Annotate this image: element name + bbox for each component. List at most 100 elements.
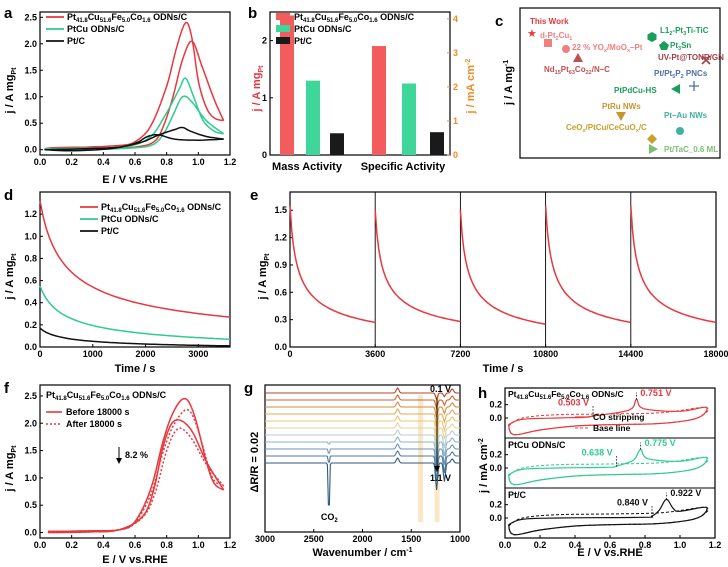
- c-marker: [647, 134, 657, 144]
- e-ylabel-script: Pt: [264, 253, 271, 261]
- d-legend-label-part: Pt: [101, 202, 110, 212]
- d-legend-label-part: Co: [164, 202, 176, 212]
- f-title-part: Cu: [67, 390, 79, 400]
- e-ytick-label: 0.3: [274, 315, 287, 325]
- h-onset-label: 0.503 V: [558, 398, 589, 408]
- f-title: Pt41.8Cu51.6Fe5.0Co1.6 ODNs/C: [46, 390, 167, 402]
- c-point-label-part: Cu: [559, 31, 570, 40]
- f-ytick-label: 2.5: [24, 391, 37, 401]
- b-legend-label-part: Fe: [338, 12, 349, 22]
- b-legend-label-part: 5.0: [349, 18, 358, 24]
- b-ylabel-right-main: j / mA cm: [465, 65, 477, 115]
- c-point-label-part: 2: [681, 74, 684, 80]
- f-annotation: 8.2 %: [125, 450, 148, 460]
- g-xlabel: Wavenumber / cm-1: [313, 547, 413, 559]
- c-point-label-part: Sn: [681, 41, 691, 50]
- c-point-label-part: /C: [639, 123, 647, 132]
- a-legend-label-part: 1.6: [142, 18, 151, 24]
- c-point-label-part: Pt–Au NWs: [664, 111, 708, 120]
- a-legend-label-part: 41.8: [76, 18, 88, 24]
- c-point-label-part: 3: [683, 31, 686, 37]
- h-title-part: 1.6: [581, 395, 590, 401]
- a-ytick-label: 2.5: [24, 12, 37, 22]
- c-point-label-part: 22: [586, 70, 592, 76]
- c-point-label: This Work: [530, 17, 569, 26]
- b-legend-swatch: [276, 13, 290, 20]
- g-ylabel: ΔR/R = 0.02: [249, 432, 261, 493]
- g-xlabel-sup: -1: [406, 547, 412, 554]
- f-ylabel-script: Pt: [11, 445, 18, 453]
- panel-label-c: c: [495, 13, 503, 30]
- g-arrow-head: [434, 466, 440, 472]
- a-xtick-label: 1.0: [192, 157, 205, 167]
- d-legend-label-part: ODNs/C: [185, 202, 222, 212]
- b-legend-label-part: 1.6: [369, 18, 378, 24]
- h-xtick-label: 0.0: [499, 540, 512, 550]
- g-spectrum-line: [265, 429, 460, 454]
- h-xtick-label: 0.2: [534, 540, 547, 550]
- d-ytick-label: 0.2: [24, 320, 37, 330]
- f-line-back: [47, 418, 225, 534]
- d-legend-label-part: 41.8: [110, 208, 122, 214]
- a-xtick-label: 0.2: [65, 157, 78, 167]
- a-xtick-label: 0.4: [97, 157, 110, 167]
- g-co2-label: CO2: [321, 512, 339, 524]
- d-ytick-label: 0.4: [24, 298, 37, 308]
- c-marker: [671, 84, 680, 94]
- f-xtick-label: 0.6: [129, 540, 142, 550]
- a-line-back-black: [44, 133, 224, 152]
- f-title-part: 1.6: [121, 396, 130, 402]
- g-xtick-label: 2000: [352, 534, 372, 544]
- b-ytick-label: 2: [262, 36, 267, 46]
- f-arrow-head: [116, 458, 122, 464]
- c-marker: [544, 39, 552, 47]
- panel-c-frame: [519, 7, 721, 159]
- d-legend-label: Pt41.8Cu51.6Fe5.0Co1.6 ODNs/C: [101, 202, 222, 214]
- h-ylabel-script: -2: [478, 438, 485, 444]
- c-point-label-part: L1: [660, 26, 670, 35]
- g-xtick-label: 1000: [450, 534, 470, 544]
- c-point-label-part: /N–C: [592, 65, 610, 74]
- e-xtick-label: 10800: [533, 349, 558, 359]
- b-ylabel-left: j / A mgPt: [251, 65, 265, 113]
- c-marker: [562, 45, 570, 53]
- a-ytick-label: 0.0: [24, 145, 37, 155]
- d-xtick-label: 0: [37, 349, 42, 359]
- f-ylabel: j / A mgPt: [4, 445, 18, 493]
- d-xlabel: Time / s: [115, 363, 156, 375]
- h-peak-label: 0.751 V: [640, 388, 671, 398]
- b-legend-label-part: 51.6: [327, 18, 339, 24]
- e-ytick-label: 0.6: [274, 287, 287, 297]
- g-spectrum-line: [265, 436, 460, 463]
- c-point-label: Nd15Pt63Co22/N–C: [544, 65, 610, 76]
- c-marker: [616, 112, 626, 121]
- b-ytick-label: 0: [262, 150, 267, 160]
- c-point-label-part: -Pt: [672, 26, 683, 35]
- a-line-red: [44, 21, 224, 150]
- f-ylabel-main: j / A mg: [4, 453, 16, 493]
- b-bar: [330, 133, 344, 155]
- e-ytick-label: 0.0: [274, 342, 287, 352]
- h-ytick-label: 0.0: [489, 413, 502, 423]
- c-point-label-part: /MoO: [607, 43, 627, 52]
- b-ytick-right-label: 1: [453, 116, 458, 126]
- d-legend-label-part: 51.6: [134, 208, 146, 214]
- h-title-part: 51.6: [540, 395, 552, 401]
- c-point-label-part: /PtCu/CeCuO: [586, 123, 636, 132]
- c-point-label-part: CeO: [566, 123, 582, 132]
- a-line-black: [44, 126, 224, 151]
- panel-d-frame: [39, 191, 231, 348]
- c-point-label-part: x: [636, 128, 640, 134]
- h-ytick-label: 0.2: [489, 500, 502, 510]
- e-segment-line: [630, 205, 717, 324]
- c-point-label: Pt3Sn: [670, 41, 691, 52]
- h-title-part: Pt: [508, 389, 517, 399]
- f-title-part: 5.0: [101, 396, 110, 402]
- a-legend-label-part: Pt: [67, 12, 76, 22]
- h-stripping-line: [507, 448, 708, 486]
- h-xlabel: E / V vs.RHE: [577, 547, 642, 559]
- g-xtick-label: 2500: [304, 534, 324, 544]
- b-category-label: Specific Activity: [361, 161, 446, 173]
- c-point-label-part: –Pt: [630, 43, 643, 52]
- a-ylabel-script: Pt: [11, 67, 18, 75]
